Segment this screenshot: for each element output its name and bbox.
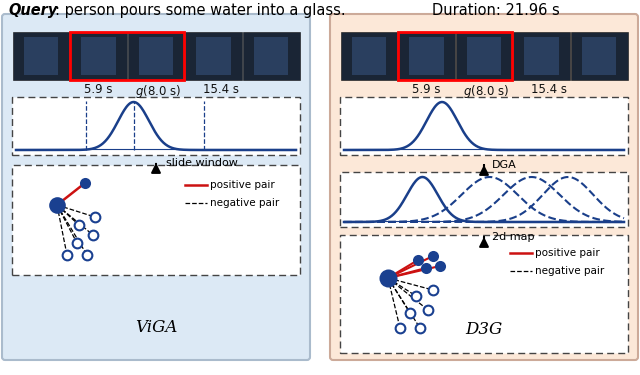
Bar bbox=[513, 32, 570, 80]
Bar bbox=[128, 32, 184, 80]
Text: Duration: 21.96 s: Duration: 21.96 s bbox=[432, 3, 560, 18]
Text: 5.9 s: 5.9 s bbox=[84, 83, 112, 96]
Bar bbox=[582, 37, 616, 75]
Text: negative pair: negative pair bbox=[210, 198, 279, 208]
Text: 15.4 s: 15.4 s bbox=[531, 83, 567, 96]
Bar bbox=[13, 32, 69, 80]
Bar bbox=[398, 32, 454, 80]
Text: slide window: slide window bbox=[166, 159, 238, 168]
Text: D3G: D3G bbox=[465, 321, 502, 338]
Bar bbox=[186, 32, 242, 80]
Text: : person pours some water into a glass.: : person pours some water into a glass. bbox=[55, 3, 346, 18]
Bar bbox=[196, 37, 231, 75]
Bar bbox=[243, 32, 300, 80]
Bar bbox=[467, 37, 501, 75]
Bar bbox=[81, 37, 116, 75]
Text: 15.4 s: 15.4 s bbox=[203, 83, 239, 96]
Bar bbox=[571, 32, 627, 80]
Text: Query: Query bbox=[8, 3, 58, 18]
Bar bbox=[351, 37, 386, 75]
Bar bbox=[397, 32, 512, 80]
FancyBboxPatch shape bbox=[340, 172, 628, 227]
FancyBboxPatch shape bbox=[330, 14, 638, 360]
Bar bbox=[340, 32, 397, 80]
Text: DGA: DGA bbox=[492, 160, 516, 170]
Text: 5.9 s: 5.9 s bbox=[412, 83, 440, 96]
Text: negative pair: negative pair bbox=[535, 266, 604, 276]
Bar bbox=[139, 37, 173, 75]
Bar bbox=[409, 37, 444, 75]
Bar bbox=[24, 37, 58, 75]
Bar bbox=[456, 32, 512, 80]
Text: positive pair: positive pair bbox=[535, 248, 600, 258]
FancyBboxPatch shape bbox=[340, 97, 628, 155]
FancyBboxPatch shape bbox=[12, 165, 300, 275]
FancyBboxPatch shape bbox=[12, 97, 300, 155]
Bar bbox=[70, 32, 184, 80]
Text: 2d map: 2d map bbox=[492, 232, 534, 242]
Bar bbox=[524, 37, 559, 75]
FancyBboxPatch shape bbox=[2, 14, 310, 360]
Bar bbox=[70, 32, 127, 80]
Text: positive pair: positive pair bbox=[210, 180, 275, 190]
Bar bbox=[254, 37, 289, 75]
Text: $g$(8.0 s): $g$(8.0 s) bbox=[463, 83, 509, 100]
FancyBboxPatch shape bbox=[340, 235, 628, 353]
Text: $g$(8.0 s): $g$(8.0 s) bbox=[135, 83, 181, 100]
Text: ViGA: ViGA bbox=[135, 318, 177, 336]
